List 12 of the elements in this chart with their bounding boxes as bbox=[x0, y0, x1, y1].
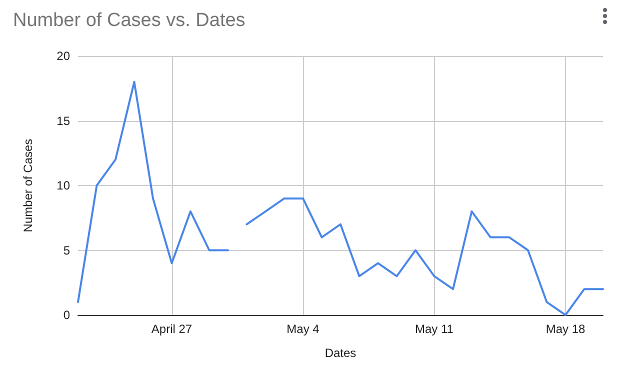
chart-title: Number of Cases vs. Dates bbox=[13, 10, 246, 31]
y-tick-label: 0 bbox=[63, 308, 70, 322]
x-tick-label: May 4 bbox=[286, 322, 320, 336]
y-tick-label: 15 bbox=[56, 114, 70, 128]
y-axis-title: Number of Cases bbox=[21, 138, 35, 232]
y-tick-label: 5 bbox=[63, 243, 70, 258]
x-tick-label: May 11 bbox=[415, 322, 454, 336]
x-tick-label: April 27 bbox=[151, 322, 192, 336]
y-tick-label: 10 bbox=[56, 178, 70, 192]
y-tick-label: 20 bbox=[56, 49, 70, 63]
x-axis-title: Dates bbox=[324, 346, 356, 360]
x-tick-label: May 18 bbox=[546, 322, 586, 336]
